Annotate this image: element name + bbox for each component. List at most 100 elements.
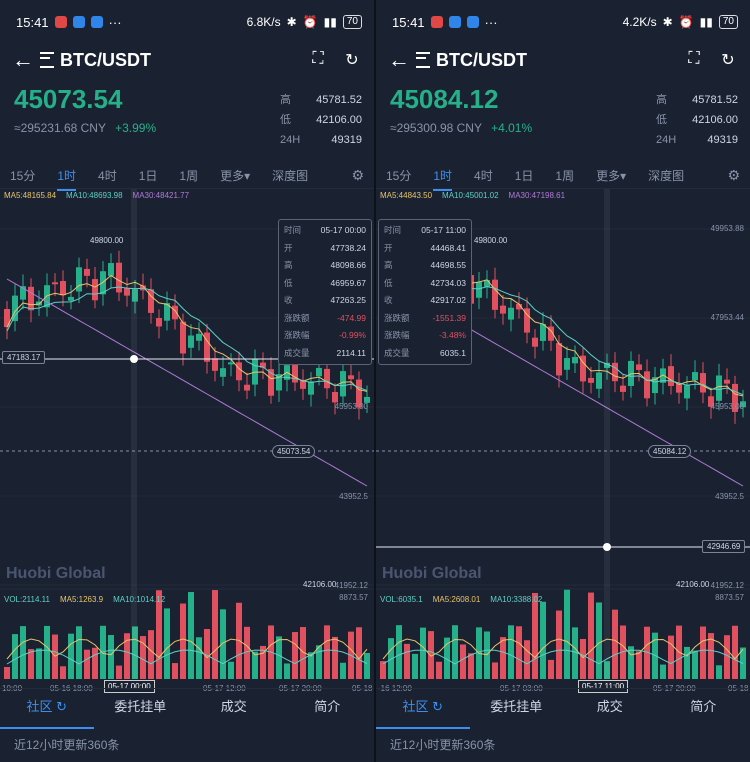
tab-depth[interactable]: 深度图 (648, 168, 685, 183)
tooltip-key: 涨跌幅 (384, 330, 410, 340)
tab-orders[interactable]: 委托挂单 (114, 699, 167, 714)
tab-15m[interactable]: 15分 (386, 168, 412, 183)
tab-community[interactable]: 社区 ↻ (0, 689, 94, 729)
candle-body (676, 383, 682, 393)
stat-value: 45781.52 (692, 94, 738, 106)
volume-bar (36, 648, 42, 679)
tooltip-value: 05-17 11:00 (421, 225, 466, 235)
tab-community[interactable]: 社区 ↻ (376, 689, 470, 729)
tab-intro[interactable]: 简介 (314, 699, 341, 714)
y-tick: 49953.88 (710, 224, 744, 233)
volume-bar (724, 635, 730, 679)
menu-icon[interactable] (40, 52, 54, 68)
tab-1h[interactable]: 1时 (433, 168, 453, 191)
tooltip-value: 05-17 00:00 (320, 225, 366, 235)
candle-body (340, 371, 346, 397)
volume-bar (52, 634, 58, 679)
candle-body (84, 268, 90, 276)
tab-more[interactable]: 更多▾ (596, 168, 627, 183)
candle-body (220, 368, 226, 377)
menu-icon[interactable] (416, 52, 430, 68)
tooltip-key: 时间 (284, 225, 302, 235)
back-arrow-icon[interactable]: ← (12, 47, 34, 72)
stats-block: 高 45781.52 低 42106.00 24H 49319 (280, 90, 362, 150)
candle-body (660, 368, 666, 383)
candle-body (316, 367, 322, 377)
volume-bar (364, 652, 370, 679)
volume-bar (540, 601, 546, 679)
volume-bar (460, 644, 466, 679)
tab-depth[interactable]: 深度图 (272, 168, 309, 183)
kline-chart[interactable]: MA5:44843.50 MA10:45001.02 MA30:47198.61… (376, 189, 750, 697)
volume-bar (292, 632, 298, 679)
candle-body (204, 332, 210, 362)
volume-bar (308, 652, 314, 679)
battery-icon: 70 (342, 15, 362, 29)
divider (374, 0, 376, 762)
x-highlight: 05-17 00:00 (104, 680, 155, 693)
volume-bar (116, 665, 122, 679)
tab-1h[interactable]: 1时 (57, 168, 77, 191)
tab-trades[interactable]: 成交 (596, 699, 623, 714)
tab-trades[interactable]: 成交 (220, 699, 247, 714)
candle-body (300, 379, 306, 389)
tooltip-key: 收 (284, 295, 293, 305)
share-icon[interactable]: ↻ (721, 52, 735, 69)
volume-bar (492, 662, 498, 679)
tooltip-key: 低 (384, 277, 393, 288)
tab-4h[interactable]: 4时 (474, 168, 493, 183)
volume-bar (220, 609, 226, 679)
tab-1w[interactable]: 1周 (179, 168, 199, 183)
fullscreen-icon[interactable]: ⛶ (688, 50, 700, 67)
candle-body (500, 305, 506, 314)
volume-bar (660, 664, 666, 679)
tab-4h[interactable]: 4时 (98, 168, 117, 183)
candle-body (76, 267, 82, 292)
tooltip-key: 成交量 (384, 347, 410, 358)
settings-icon[interactable]: ⚙ (351, 166, 364, 183)
volume-bar (396, 625, 402, 679)
pair-title[interactable]: BTC/USDT (60, 49, 151, 70)
tab-1d[interactable]: 1日 (514, 168, 534, 183)
tab-orders[interactable]: 委托挂单 (490, 699, 543, 714)
fullscreen-icon[interactable]: ⛶ (312, 50, 324, 67)
tab-more[interactable]: 更多▾ (220, 168, 251, 183)
candle-body (116, 262, 122, 293)
clock: 15:41 (392, 14, 425, 30)
back-arrow-icon[interactable]: ← (388, 47, 410, 72)
kline-chart[interactable]: MA5:48165.84 MA10:48693.98 MA30:48421.77… (0, 189, 374, 697)
candle-body (564, 358, 570, 370)
screen-right: 15:41 ··· 4.2K/s ✱ ⏰ ▮▮ 70 ← BTC/USDT ⛶ … (376, 0, 750, 762)
share-icon[interactable]: ↻ (345, 52, 359, 69)
tooltip-value: -3.48% (439, 330, 466, 340)
tab-1w[interactable]: 1周 (555, 168, 575, 183)
weibo-icon (430, 16, 443, 28)
volume-bar (420, 627, 426, 679)
ma30-label: MA30:48421.77 (132, 191, 190, 200)
app-icon (466, 16, 479, 28)
candle-tooltip: 时间 05-17 11:00 开 44468.41 高 44698.55 低 42734… (378, 219, 472, 365)
tooltip-key: 低 (284, 277, 293, 288)
kline-svg[interactable] (376, 189, 750, 697)
tooltip-value: 44468.41 (430, 242, 466, 253)
tab-1d[interactable]: 1日 (138, 168, 158, 183)
candle-body (28, 286, 34, 311)
pair-title[interactable]: BTC/USDT (436, 49, 527, 70)
candle-body (556, 343, 562, 376)
candle-body (540, 323, 546, 341)
candle-body (356, 379, 362, 408)
vol-legend: VOL:2114.11 MA5:1263.9 MA10:1014.12 (4, 595, 165, 604)
volume-bar (68, 633, 74, 679)
candle-body (580, 355, 586, 382)
volume-bar (124, 633, 130, 679)
volume-bar (628, 646, 634, 679)
tab-15m[interactable]: 15分 (10, 168, 36, 183)
candle-body (636, 364, 642, 370)
current-price-tag: 45073.54 (272, 445, 316, 458)
volume-bar (188, 592, 194, 679)
tab-intro[interactable]: 简介 (690, 699, 717, 714)
settings-icon[interactable]: ⚙ (727, 166, 740, 183)
tooltip-key: 涨跌幅 (284, 330, 310, 340)
current-price-tag: 45084.12 (648, 445, 692, 458)
tooltip-key: 高 (384, 260, 393, 270)
